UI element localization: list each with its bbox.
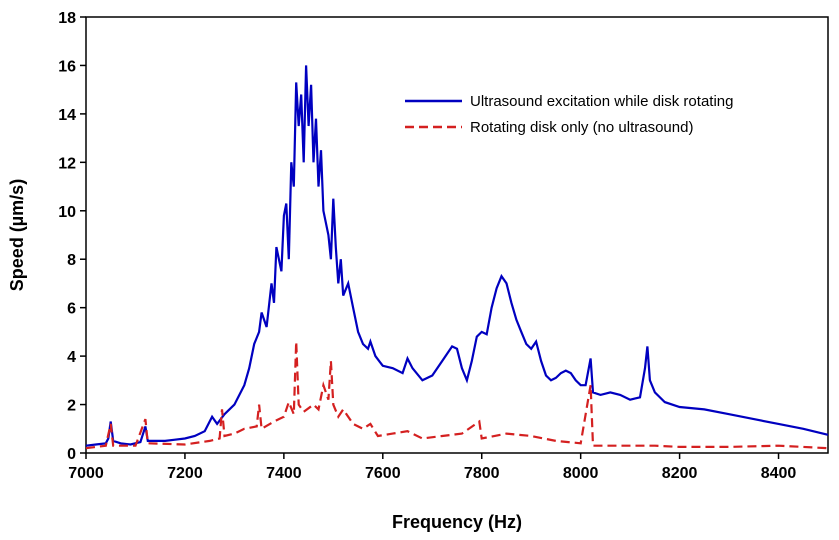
y-tick-label: 18 xyxy=(58,10,76,27)
x-tick-label: 7200 xyxy=(167,465,203,482)
x-tick-label: 7600 xyxy=(365,465,401,482)
y-tick-label: 0 xyxy=(67,446,76,463)
y-tick-label: 10 xyxy=(58,204,76,221)
y-tick-label: 6 xyxy=(67,301,76,318)
y-tick-label: 16 xyxy=(58,58,76,75)
y-tick-label: 2 xyxy=(67,398,76,415)
x-tick-label: 7400 xyxy=(266,465,302,482)
y-tick-label: 4 xyxy=(67,349,76,366)
legend-label: Ultrasound excitation while disk rotatin… xyxy=(470,93,733,110)
y-axis-label: Speed (µm/s) xyxy=(7,179,27,291)
x-tick-label: 7000 xyxy=(68,465,104,482)
x-tick-label: 8400 xyxy=(761,465,797,482)
plot-frame xyxy=(85,16,829,454)
x-tick-label: 8200 xyxy=(662,465,698,482)
series-line xyxy=(85,65,829,447)
series-line xyxy=(85,341,829,450)
x-tick-label: 8000 xyxy=(563,465,599,482)
y-tick-label: 14 xyxy=(58,107,76,124)
y-tick-label: 8 xyxy=(67,252,76,269)
legend-label: Rotating disk only (no ultrasound) xyxy=(470,119,693,136)
x-axis-label: Frequency (Hz) xyxy=(392,512,522,532)
y-tick-label: 12 xyxy=(58,155,76,172)
x-tick-label: 7800 xyxy=(464,465,500,482)
